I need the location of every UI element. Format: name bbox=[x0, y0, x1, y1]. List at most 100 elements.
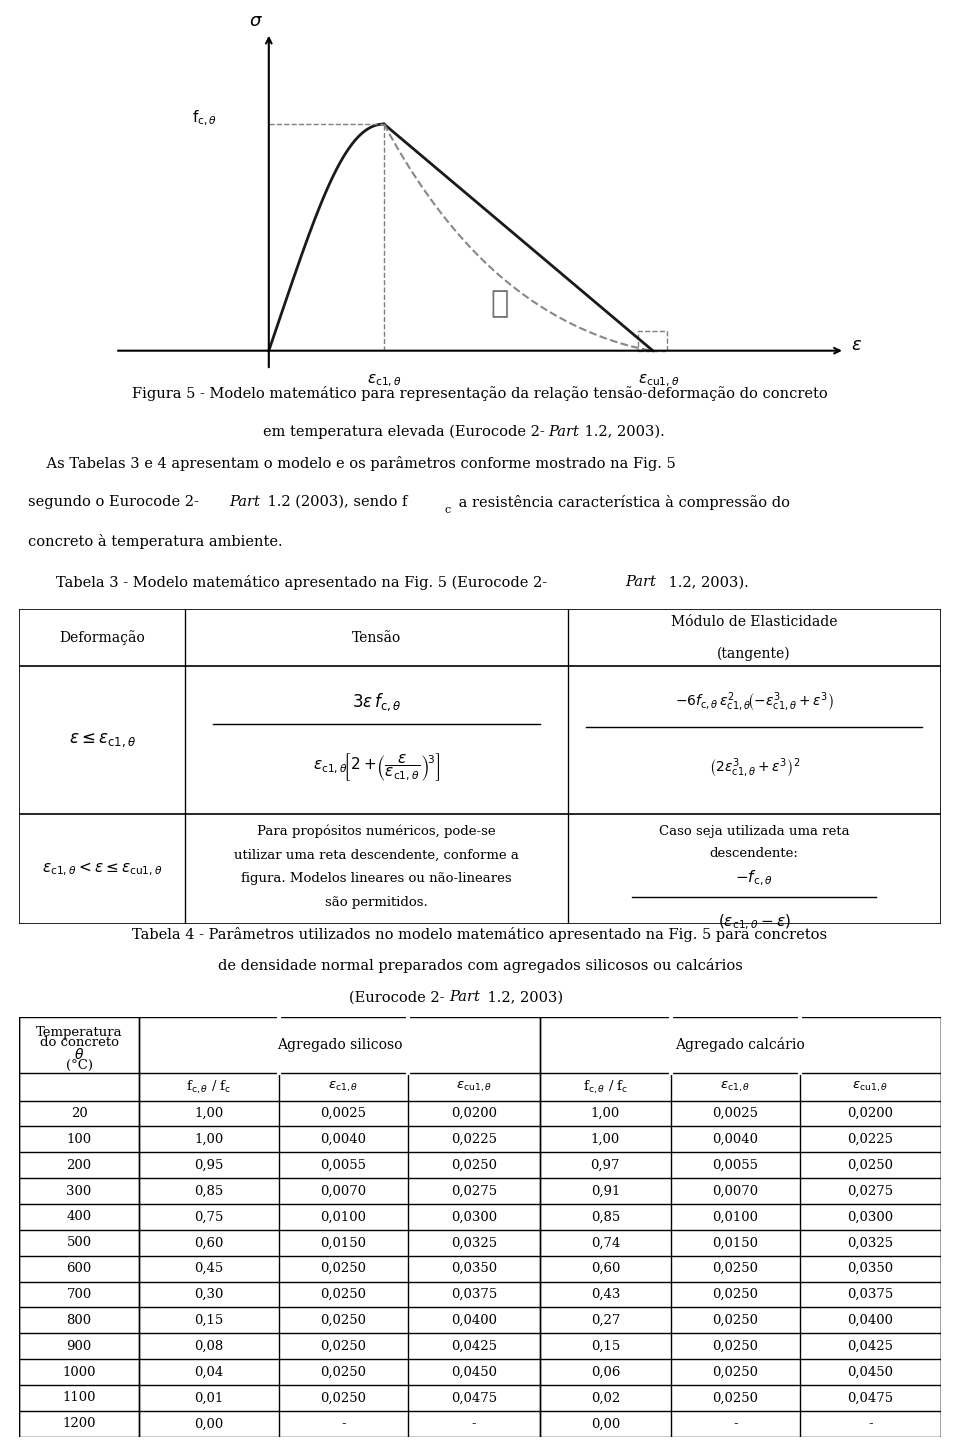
Text: (tangente): (tangente) bbox=[717, 647, 791, 661]
Text: do concreto: do concreto bbox=[39, 1037, 119, 1050]
Text: 0,0350: 0,0350 bbox=[848, 1262, 894, 1275]
Text: 0,60: 0,60 bbox=[590, 1262, 620, 1275]
Text: Tensão: Tensão bbox=[351, 631, 401, 644]
Text: Módulo de Elasticidade: Módulo de Elasticidade bbox=[671, 615, 837, 630]
Text: 0,0040: 0,0040 bbox=[712, 1134, 758, 1147]
Text: 0,0150: 0,0150 bbox=[712, 1236, 758, 1249]
Text: 0,0475: 0,0475 bbox=[848, 1392, 894, 1405]
Text: descendente:: descendente: bbox=[709, 846, 799, 859]
Text: 0,0425: 0,0425 bbox=[848, 1340, 894, 1353]
Text: $\varepsilon \leq \varepsilon_{\mathrm{c1},\theta}$: $\varepsilon \leq \varepsilon_{\mathrm{c… bbox=[68, 731, 135, 749]
Text: 0,85: 0,85 bbox=[195, 1184, 224, 1197]
Text: 0,0025: 0,0025 bbox=[321, 1108, 367, 1121]
Text: 0,0425: 0,0425 bbox=[451, 1340, 497, 1353]
Text: 0,0225: 0,0225 bbox=[451, 1134, 497, 1147]
Text: 1.2, 2003).: 1.2, 2003). bbox=[580, 425, 664, 439]
Text: (Eurocode 2-: (Eurocode 2- bbox=[349, 991, 444, 1004]
Text: Part: Part bbox=[548, 425, 579, 439]
Text: $\varepsilon_{\mathrm{c1},\theta}$: $\varepsilon_{\mathrm{c1},\theta}$ bbox=[328, 1080, 359, 1095]
Text: em temperatura elevada (Eurocode 2-: em temperatura elevada (Eurocode 2- bbox=[263, 425, 545, 439]
Text: 0,0250: 0,0250 bbox=[712, 1288, 758, 1301]
Text: 0,0250: 0,0250 bbox=[712, 1314, 758, 1327]
Text: 0,00: 0,00 bbox=[195, 1418, 224, 1431]
Text: Caso seja utilizada uma reta: Caso seja utilizada uma reta bbox=[659, 825, 850, 838]
Text: 0,0055: 0,0055 bbox=[712, 1158, 758, 1171]
Text: Part: Part bbox=[449, 991, 480, 1004]
Text: 300: 300 bbox=[66, 1184, 92, 1197]
Text: 0,75: 0,75 bbox=[194, 1210, 224, 1223]
Text: 0,0250: 0,0250 bbox=[451, 1158, 497, 1171]
Text: 0,04: 0,04 bbox=[195, 1366, 224, 1379]
Text: -: - bbox=[733, 1418, 737, 1431]
Text: $\varepsilon_{\mathrm{c1},\theta}<\varepsilon\leq\varepsilon_{\mathrm{cu1},\thet: $\varepsilon_{\mathrm{c1},\theta}<\varep… bbox=[42, 861, 162, 878]
Text: 1.2 (2003), sendo f: 1.2 (2003), sendo f bbox=[263, 495, 408, 510]
Text: c: c bbox=[445, 504, 451, 514]
Text: são permitidos.: são permitidos. bbox=[324, 895, 428, 908]
Text: 1,00: 1,00 bbox=[590, 1134, 620, 1147]
Text: figura. Modelos lineares ou não-lineares: figura. Modelos lineares ou não-lineares bbox=[241, 872, 512, 885]
Text: $\sigma$: $\sigma$ bbox=[249, 12, 263, 30]
Text: 0,0250: 0,0250 bbox=[712, 1392, 758, 1405]
Bar bbox=[638, 331, 667, 351]
Text: 1,00: 1,00 bbox=[590, 1108, 620, 1121]
Text: 0,0375: 0,0375 bbox=[847, 1288, 894, 1301]
Text: 🔥: 🔥 bbox=[490, 289, 509, 318]
Text: 0,0225: 0,0225 bbox=[848, 1134, 894, 1147]
Text: 1,00: 1,00 bbox=[195, 1134, 224, 1147]
Text: Para propósitos numéricos, pode-se: Para propósitos numéricos, pode-se bbox=[257, 825, 495, 838]
Text: 400: 400 bbox=[66, 1210, 91, 1223]
Text: $\varepsilon$: $\varepsilon$ bbox=[852, 336, 862, 354]
Text: 0,0100: 0,0100 bbox=[712, 1210, 758, 1223]
Text: 600: 600 bbox=[66, 1262, 92, 1275]
Text: $\left(\varepsilon_{\mathrm{c1},\theta}-\varepsilon\right)$: $\left(\varepsilon_{\mathrm{c1},\theta}-… bbox=[718, 913, 791, 933]
Text: 0,0250: 0,0250 bbox=[321, 1288, 367, 1301]
Text: 700: 700 bbox=[66, 1288, 92, 1301]
Text: Tabela 4 - Parâmetros utilizados no modelo matemático apresentado na Fig. 5 para: Tabela 4 - Parâmetros utilizados no mode… bbox=[132, 927, 828, 943]
Text: 0,0300: 0,0300 bbox=[451, 1210, 497, 1223]
Text: 0,08: 0,08 bbox=[195, 1340, 224, 1353]
Text: $3\varepsilon\, f_{\mathrm{c},\theta}$: $3\varepsilon\, f_{\mathrm{c},\theta}$ bbox=[351, 692, 401, 713]
Text: 20: 20 bbox=[71, 1108, 87, 1121]
Text: Part: Part bbox=[229, 495, 260, 510]
Text: 0,0375: 0,0375 bbox=[451, 1288, 497, 1301]
Text: 0,0250: 0,0250 bbox=[321, 1392, 367, 1405]
Text: 0,0200: 0,0200 bbox=[451, 1108, 497, 1121]
Text: 0,45: 0,45 bbox=[195, 1262, 224, 1275]
Text: 1.2, 2003).: 1.2, 2003). bbox=[664, 575, 749, 589]
Text: a resistência característica à compressão do: a resistência característica à compressã… bbox=[454, 495, 790, 510]
Text: 0,0250: 0,0250 bbox=[712, 1366, 758, 1379]
Text: 0,0250: 0,0250 bbox=[321, 1314, 367, 1327]
Text: 0,00: 0,00 bbox=[590, 1418, 620, 1431]
Text: 0,91: 0,91 bbox=[590, 1184, 620, 1197]
Text: $\varepsilon_{\mathrm{c1},\theta}\!\left[2+\!\left(\dfrac{\varepsilon}{\varepsil: $\varepsilon_{\mathrm{c1},\theta}\!\left… bbox=[313, 751, 440, 783]
Text: 800: 800 bbox=[66, 1314, 91, 1327]
Text: As Tabelas 3 e 4 apresentam o modelo e os parâmetros conforme mostrado na Fig. 5: As Tabelas 3 e 4 apresentam o modelo e o… bbox=[29, 456, 676, 471]
Text: 500: 500 bbox=[66, 1236, 91, 1249]
Text: $\theta$: $\theta$ bbox=[74, 1047, 84, 1061]
Text: 0,85: 0,85 bbox=[590, 1210, 620, 1223]
Text: 0,02: 0,02 bbox=[590, 1392, 620, 1405]
Text: 0,0250: 0,0250 bbox=[321, 1340, 367, 1353]
Text: Deformação: Deformação bbox=[60, 630, 145, 645]
Text: 0,0250: 0,0250 bbox=[321, 1366, 367, 1379]
Text: $\varepsilon_{\mathrm{cu1},\theta}$: $\varepsilon_{\mathrm{cu1},\theta}$ bbox=[852, 1080, 888, 1095]
Text: 0,0040: 0,0040 bbox=[321, 1134, 367, 1147]
Text: 0,0300: 0,0300 bbox=[848, 1210, 894, 1223]
Text: 0,0055: 0,0055 bbox=[321, 1158, 367, 1171]
Text: 0,30: 0,30 bbox=[194, 1288, 224, 1301]
Text: 0,0400: 0,0400 bbox=[848, 1314, 894, 1327]
Text: $\left(2\varepsilon_{\mathrm{c1},\theta}^{3}+\varepsilon^{3}\right)^{2}$: $\left(2\varepsilon_{\mathrm{c1},\theta}… bbox=[708, 757, 800, 780]
Text: $-6f_{\mathrm{c},\theta}\,\varepsilon_{\mathrm{c1},\theta}^{2}\!\left(-\varepsil: $-6f_{\mathrm{c},\theta}\,\varepsilon_{\… bbox=[675, 690, 834, 713]
Text: 1.2, 2003): 1.2, 2003) bbox=[483, 991, 563, 1004]
Text: 0,97: 0,97 bbox=[590, 1158, 620, 1171]
Text: 0,0450: 0,0450 bbox=[451, 1366, 497, 1379]
Text: 100: 100 bbox=[66, 1134, 91, 1147]
Text: Tabela 3 - Modelo matemático apresentado na Fig. 5 (Eurocode 2-: Tabela 3 - Modelo matemático apresentado… bbox=[56, 575, 547, 589]
Text: 0,0150: 0,0150 bbox=[321, 1236, 367, 1249]
Text: f$_{\mathrm{c},\theta}$ / f$_\mathrm{c}$: f$_{\mathrm{c},\theta}$ / f$_\mathrm{c}$ bbox=[186, 1079, 231, 1096]
Text: f$_{\mathsf{c},\theta}$: f$_{\mathsf{c},\theta}$ bbox=[192, 108, 218, 129]
Text: 0,01: 0,01 bbox=[195, 1392, 224, 1405]
Text: 1,00: 1,00 bbox=[195, 1108, 224, 1121]
Text: f$_{\mathrm{c},\theta}$ / f$_\mathrm{c}$: f$_{\mathrm{c},\theta}$ / f$_\mathrm{c}$ bbox=[583, 1079, 628, 1096]
Text: de densidade normal preparados com agregados silicosos ou calcários: de densidade normal preparados com agreg… bbox=[218, 959, 742, 973]
